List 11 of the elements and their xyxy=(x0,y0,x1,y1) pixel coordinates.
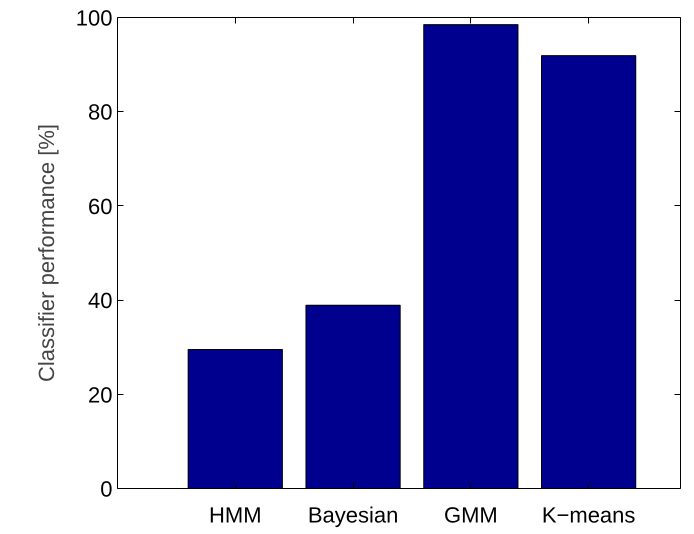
y-tick-label: 80 xyxy=(88,100,113,125)
y-tick-label: 100 xyxy=(76,6,113,30)
x-tick-label: K−means xyxy=(542,502,636,528)
y-tick-label: 60 xyxy=(88,194,113,219)
y-tick-label: 40 xyxy=(88,288,113,314)
y-tick-label: 0 xyxy=(100,476,113,502)
x-tick-label: GMM xyxy=(444,502,498,528)
y-tick-label: 20 xyxy=(88,382,113,408)
x-tick-label: Bayesian xyxy=(308,502,398,528)
y-axis-title: Classifier performance [%] xyxy=(34,124,59,382)
x-tick-label: HMM xyxy=(209,502,262,528)
